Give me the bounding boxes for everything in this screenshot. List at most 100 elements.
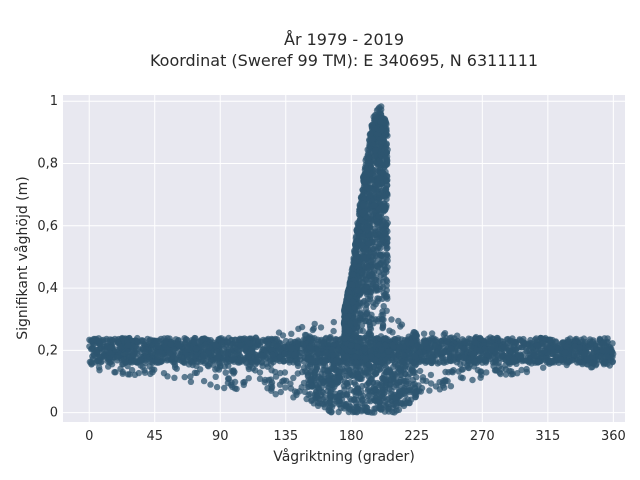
data-point bbox=[359, 382, 366, 390]
data-point bbox=[190, 338, 198, 345]
data-point bbox=[137, 357, 145, 364]
data-point bbox=[112, 346, 119, 353]
data-point bbox=[384, 405, 392, 412]
data-point bbox=[212, 373, 219, 380]
data-point bbox=[268, 383, 276, 391]
data-point bbox=[311, 320, 318, 328]
data-point bbox=[372, 370, 380, 377]
data-point bbox=[540, 347, 548, 354]
data-point bbox=[392, 395, 399, 402]
data-point bbox=[375, 213, 382, 220]
data-point bbox=[103, 335, 110, 343]
data-point bbox=[512, 346, 519, 353]
data-point bbox=[363, 167, 371, 175]
data-point bbox=[287, 338, 294, 345]
data-point bbox=[478, 371, 485, 379]
x-tick-label: 225 bbox=[404, 429, 429, 444]
data-point bbox=[584, 344, 592, 351]
data-point bbox=[442, 376, 449, 384]
data-point bbox=[371, 364, 378, 371]
data-point bbox=[348, 397, 355, 404]
data-point bbox=[92, 348, 99, 356]
data-point bbox=[535, 358, 542, 365]
data-point bbox=[345, 305, 352, 312]
data-point bbox=[223, 359, 230, 366]
data-point bbox=[459, 366, 466, 373]
data-point bbox=[343, 403, 350, 410]
data-point bbox=[207, 381, 214, 388]
data-point bbox=[349, 271, 356, 278]
data-point bbox=[256, 375, 264, 382]
data-point bbox=[370, 202, 378, 209]
data-point bbox=[365, 154, 373, 161]
data-point bbox=[360, 371, 367, 379]
data-point bbox=[277, 388, 284, 396]
data-point bbox=[375, 205, 382, 213]
data-point bbox=[416, 367, 424, 375]
data-point bbox=[367, 130, 374, 138]
x-tick-label: 180 bbox=[339, 429, 364, 444]
data-point bbox=[510, 356, 518, 363]
data-point bbox=[166, 350, 173, 357]
data-point bbox=[432, 383, 440, 390]
data-point bbox=[96, 353, 103, 361]
data-point bbox=[408, 339, 415, 347]
data-point bbox=[241, 335, 248, 342]
data-point bbox=[363, 301, 370, 309]
data-point bbox=[467, 343, 475, 350]
data-point bbox=[363, 404, 371, 412]
data-point bbox=[213, 383, 221, 391]
data-point bbox=[222, 343, 230, 351]
data-point bbox=[106, 349, 113, 356]
data-point bbox=[305, 334, 313, 341]
data-point bbox=[314, 402, 322, 409]
data-point bbox=[318, 342, 325, 349]
data-point bbox=[499, 351, 506, 358]
data-point bbox=[282, 384, 289, 391]
data-point bbox=[327, 372, 335, 379]
data-point bbox=[329, 346, 336, 353]
data-point bbox=[471, 358, 478, 365]
data-point bbox=[360, 202, 367, 209]
data-point bbox=[171, 374, 178, 381]
data-point bbox=[291, 351, 298, 359]
data-point bbox=[380, 192, 387, 199]
data-point bbox=[558, 339, 566, 347]
data-point bbox=[448, 368, 455, 375]
data-point bbox=[388, 376, 395, 384]
data-point bbox=[354, 225, 361, 232]
data-point bbox=[89, 353, 96, 360]
data-point bbox=[327, 397, 334, 404]
data-point bbox=[320, 379, 327, 386]
data-point bbox=[518, 366, 525, 374]
data-point bbox=[350, 260, 358, 267]
data-point bbox=[372, 356, 379, 364]
data-point bbox=[382, 185, 390, 192]
data-point bbox=[422, 340, 429, 347]
data-point bbox=[149, 349, 156, 356]
data-point bbox=[410, 360, 418, 367]
data-point bbox=[335, 346, 342, 353]
data-point bbox=[397, 371, 404, 379]
data-point bbox=[215, 352, 222, 359]
data-point bbox=[110, 338, 117, 346]
data-point bbox=[368, 136, 376, 143]
data-point bbox=[351, 250, 358, 257]
data-point bbox=[573, 350, 580, 357]
data-point bbox=[597, 353, 605, 361]
data-point bbox=[353, 320, 360, 327]
data-point bbox=[372, 167, 379, 174]
data-point bbox=[525, 359, 533, 366]
data-point bbox=[293, 391, 300, 399]
data-point bbox=[218, 338, 225, 345]
data-point bbox=[206, 344, 213, 351]
data-point bbox=[362, 245, 370, 253]
data-point bbox=[154, 358, 161, 366]
data-point bbox=[481, 345, 488, 353]
data-point bbox=[380, 208, 387, 215]
data-point bbox=[390, 343, 397, 350]
data-point bbox=[242, 359, 250, 366]
x-tick-label: 90 bbox=[212, 429, 229, 444]
data-point bbox=[174, 356, 181, 363]
data-point bbox=[419, 374, 427, 381]
